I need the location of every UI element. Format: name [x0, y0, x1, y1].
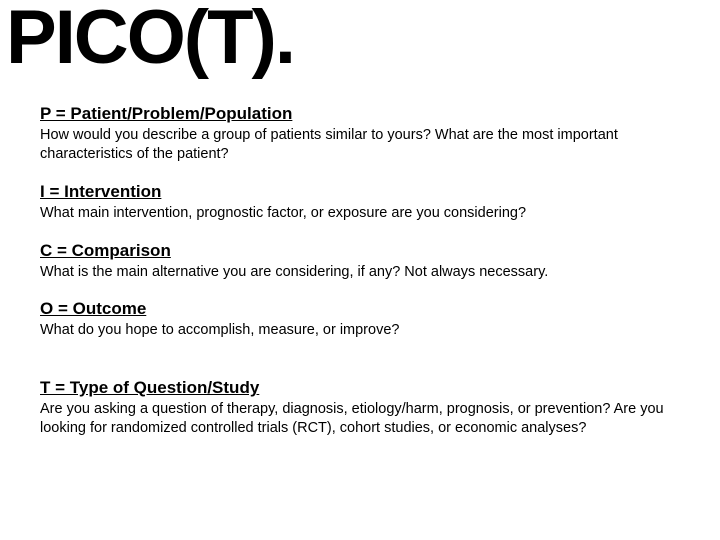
section-body-o: What do you hope to accomplish, measure,…	[40, 321, 680, 340]
section-o: O = Outcome What do you hope to accompli…	[40, 299, 680, 340]
section-body-c: What is the main alternative you are con…	[40, 263, 680, 282]
section-p: P = Patient/Problem/Population How would…	[40, 104, 680, 164]
section-heading-o: O = Outcome	[40, 299, 680, 319]
section-heading-i: I = Intervention	[40, 182, 680, 202]
section-t: T = Type of Question/Study Are you askin…	[40, 378, 680, 438]
section-body-p: How would you describe a group of patien…	[40, 126, 680, 164]
slide-container: PICO(T). P = Patient/Problem/Population …	[0, 0, 720, 540]
section-i: I = Intervention What main intervention,…	[40, 182, 680, 223]
content-area: P = Patient/Problem/Population How would…	[0, 76, 720, 438]
section-heading-t: T = Type of Question/Study	[40, 378, 680, 398]
section-body-i: What main intervention, prognostic facto…	[40, 204, 680, 223]
main-title: PICO(T).	[0, 0, 720, 76]
section-heading-p: P = Patient/Problem/Population	[40, 104, 680, 124]
section-heading-c: C = Comparison	[40, 241, 680, 261]
section-c: C = Comparison What is the main alternat…	[40, 241, 680, 282]
section-body-t: Are you asking a question of therapy, di…	[40, 400, 680, 438]
